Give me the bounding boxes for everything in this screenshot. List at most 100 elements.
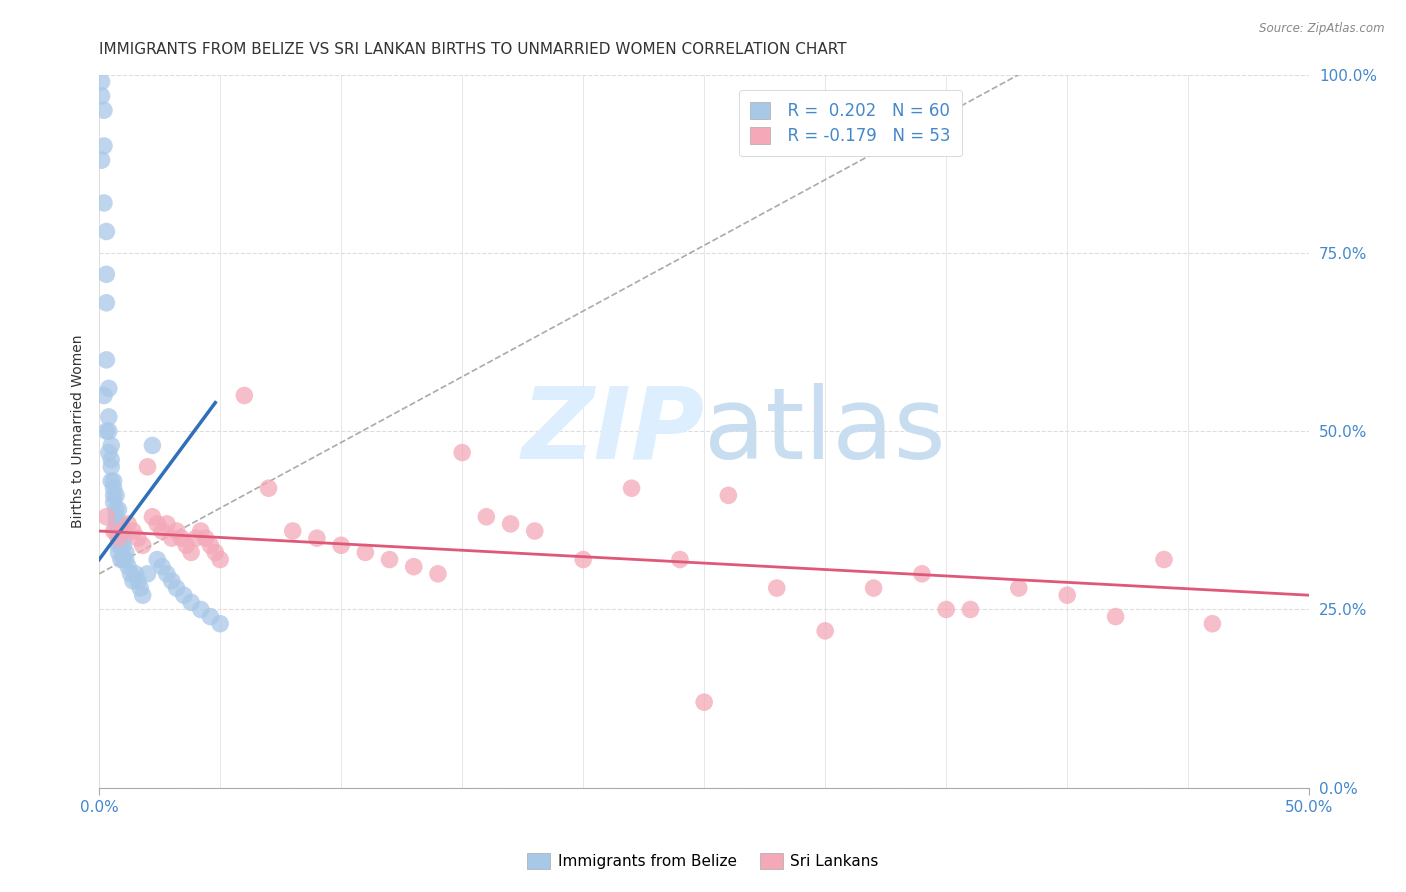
Text: Source: ZipAtlas.com: Source: ZipAtlas.com: [1260, 22, 1385, 36]
Point: [814, 624, 837, 638]
Point: [141, 438, 163, 452]
Point: [174, 538, 197, 552]
Point: [426, 566, 449, 581]
Point: [120, 566, 142, 581]
Point: [114, 552, 136, 566]
Point: [935, 602, 957, 616]
Point: [122, 524, 145, 538]
Point: [180, 545, 202, 559]
Point: [114, 545, 136, 559]
Legend:   R =  0.202   N = 60,   R = -0.179   N = 53: R = 0.202 N = 60, R = -0.179 N = 53: [738, 90, 962, 156]
Point: [103, 495, 125, 509]
Point: [451, 445, 474, 459]
Point: [105, 516, 128, 531]
Point: [572, 552, 595, 566]
Point: [117, 516, 139, 531]
Point: [110, 538, 132, 552]
Point: [103, 488, 125, 502]
Point: [100, 459, 122, 474]
Point: [200, 538, 222, 552]
Point: [173, 588, 195, 602]
Point: [110, 552, 132, 566]
Point: [97, 424, 120, 438]
Point: [170, 531, 193, 545]
Point: [209, 616, 232, 631]
Legend: Immigrants from Belize, Sri Lankans: Immigrants from Belize, Sri Lankans: [522, 847, 884, 875]
Point: [97, 381, 120, 395]
Point: [1104, 609, 1126, 624]
Point: [107, 538, 129, 552]
Point: [669, 552, 692, 566]
Point: [100, 452, 122, 467]
Point: [693, 695, 716, 709]
Point: [200, 609, 222, 624]
Point: [1201, 616, 1223, 631]
Point: [131, 538, 153, 552]
Text: IMMIGRANTS FROM BELIZE VS SRI LANKAN BIRTHS TO UNMARRIED WOMEN CORRELATION CHART: IMMIGRANTS FROM BELIZE VS SRI LANKAN BIR…: [100, 42, 846, 57]
Point: [194, 531, 217, 545]
Point: [190, 602, 212, 616]
Point: [620, 481, 643, 495]
Point: [378, 552, 401, 566]
Point: [499, 516, 522, 531]
Point: [110, 516, 132, 531]
Point: [911, 566, 934, 581]
Point: [354, 545, 377, 559]
Point: [124, 566, 146, 581]
Point: [105, 488, 128, 502]
Point: [112, 552, 135, 566]
Point: [96, 225, 118, 239]
Point: [475, 509, 498, 524]
Point: [131, 588, 153, 602]
Point: [103, 474, 125, 488]
Point: [93, 388, 115, 402]
Point: [150, 524, 173, 538]
Point: [209, 552, 232, 566]
Point: [122, 574, 145, 588]
Point: [281, 524, 304, 538]
Point: [90, 153, 112, 168]
Point: [105, 502, 128, 516]
Point: [93, 139, 115, 153]
Point: [136, 566, 159, 581]
Point: [103, 481, 125, 495]
Point: [96, 509, 118, 524]
Point: [105, 509, 128, 524]
Point: [103, 524, 125, 538]
Point: [117, 559, 139, 574]
Point: [96, 267, 118, 281]
Point: [97, 409, 120, 424]
Point: [523, 524, 546, 538]
Point: [129, 581, 152, 595]
Point: [146, 516, 169, 531]
Point: [112, 524, 135, 538]
Point: [160, 531, 183, 545]
Point: [305, 531, 328, 545]
Point: [330, 538, 353, 552]
Point: [1056, 588, 1078, 602]
Point: [146, 552, 169, 566]
Point: [166, 581, 188, 595]
Point: [190, 524, 212, 538]
Point: [141, 509, 163, 524]
Point: [100, 474, 122, 488]
Point: [127, 574, 149, 588]
Point: [765, 581, 787, 595]
Point: [180, 595, 202, 609]
Point: [166, 524, 188, 538]
Text: atlas: atlas: [704, 383, 946, 480]
Point: [90, 75, 112, 89]
Point: [1008, 581, 1031, 595]
Point: [184, 531, 207, 545]
Point: [100, 438, 122, 452]
Point: [150, 559, 173, 574]
Point: [112, 531, 135, 545]
Point: [1153, 552, 1175, 566]
Point: [204, 545, 226, 559]
Point: [93, 196, 115, 211]
Point: [136, 459, 159, 474]
Point: [107, 531, 129, 545]
Point: [257, 481, 280, 495]
Point: [97, 445, 120, 459]
Point: [862, 581, 884, 595]
